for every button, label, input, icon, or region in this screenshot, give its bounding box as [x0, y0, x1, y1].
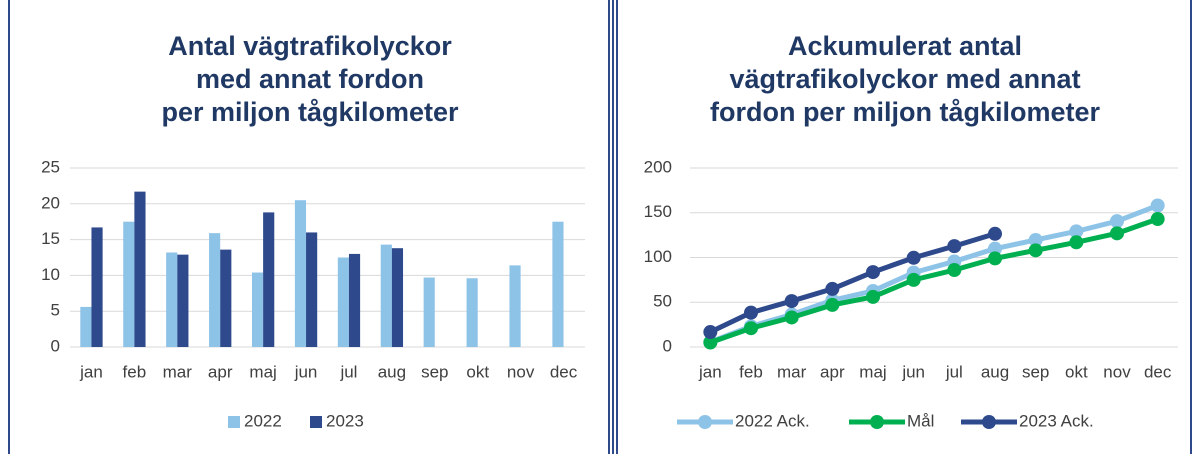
y-tick-label: 10 [41, 265, 60, 284]
point [1150, 198, 1165, 213]
bar [391, 248, 404, 347]
point [1110, 226, 1124, 241]
point [825, 297, 840, 312]
point [825, 281, 840, 296]
legend-label: 2022 Ack. [735, 411, 810, 430]
point [1069, 224, 1084, 239]
bar [306, 232, 318, 347]
bar [509, 265, 521, 347]
x-tick-label: sep [1022, 362, 1049, 381]
point [784, 310, 799, 325]
bar [337, 257, 349, 347]
x-tick-label: apr [208, 362, 233, 381]
y-tick-label: 0 [663, 336, 672, 355]
point [784, 294, 799, 309]
bar [91, 227, 103, 347]
x-tick-label: jul [339, 362, 357, 381]
bar [80, 306, 92, 347]
x-tick-label: feb [123, 362, 147, 381]
x-tick-label: okt [1065, 362, 1088, 381]
point [1028, 243, 1043, 258]
x-tick-label: aug [378, 362, 406, 381]
chart-title: fordon per miljon tågkilometer [710, 97, 1101, 127]
x-tick-label: sep [421, 362, 448, 381]
legend-swatch [310, 416, 322, 428]
bar [348, 253, 361, 347]
x-tick-label: jan [698, 362, 722, 381]
point [866, 289, 880, 304]
legend-label: 2022 [244, 411, 282, 430]
point [1028, 232, 1043, 247]
bar [177, 254, 189, 347]
legend-swatch [982, 415, 996, 429]
bar [209, 233, 221, 347]
x-tick-label: feb [739, 362, 763, 381]
x-tick-label: aug [981, 362, 1009, 381]
x-tick-label: nov [1103, 362, 1131, 381]
line [709, 231, 996, 335]
x-tick-label: jul [945, 362, 963, 381]
x-tick-label: okt [466, 362, 489, 381]
bar [123, 221, 135, 347]
y-tick-label: 200 [644, 157, 672, 176]
y-tick-label: 5 [51, 301, 60, 320]
chart-title: vägtrafikolyckor med annat [729, 64, 1080, 94]
y-tick-label: 150 [644, 202, 672, 221]
x-tick-label: apr [820, 362, 845, 381]
bar [552, 221, 564, 347]
bar [263, 212, 275, 347]
point [866, 265, 880, 280]
x-tick-label: dec [1144, 362, 1172, 381]
bar [134, 191, 146, 347]
point [1110, 214, 1124, 229]
y-tick-label: 0 [51, 336, 60, 355]
line [709, 216, 1159, 345]
y-tick-label: 50 [653, 292, 672, 311]
point [906, 250, 921, 265]
legend-swatch [228, 416, 240, 428]
point [947, 239, 962, 254]
bar [251, 272, 264, 347]
x-tick-label: mar [777, 362, 807, 381]
point [1150, 212, 1165, 227]
x-tick-label: jan [79, 362, 103, 381]
point [988, 241, 1002, 256]
x-tick-label: mar [163, 362, 193, 381]
bar [166, 252, 178, 347]
bar [380, 244, 392, 347]
y-tick-label: 100 [644, 247, 672, 266]
x-tick-label: maj [249, 362, 276, 381]
chart-title: med annat fordon [196, 64, 424, 94]
legend-swatch [698, 415, 712, 429]
chart-title: Ackumulerat antal [788, 31, 1022, 61]
point [988, 251, 1002, 266]
bar [294, 200, 307, 347]
legend-label: 2023 [326, 411, 364, 430]
point [947, 263, 962, 278]
point [744, 305, 758, 320]
point [1069, 235, 1084, 250]
chart-title: Antal vägtrafikolyckor [168, 31, 452, 61]
point [906, 272, 921, 287]
point [988, 226, 1002, 241]
bar [423, 277, 435, 347]
y-tick-label: 25 [41, 157, 60, 176]
point [703, 325, 718, 340]
y-tick-label: 15 [41, 229, 60, 248]
point [703, 335, 718, 350]
x-tick-label: nov [507, 362, 535, 381]
legend-label: 2023 Ack. [1019, 411, 1094, 430]
y-tick-label: 20 [41, 193, 60, 212]
point [744, 321, 758, 336]
bar [466, 278, 478, 347]
x-tick-label: maj [859, 362, 886, 381]
chart-title: per miljon tågkilometer [161, 97, 459, 127]
legend-swatch [870, 415, 884, 429]
bar [220, 249, 232, 347]
x-tick-label: jun [901, 362, 925, 381]
x-tick-label: jun [294, 362, 318, 381]
legend-label: Mål [907, 411, 934, 430]
x-tick-label: dec [550, 362, 578, 381]
